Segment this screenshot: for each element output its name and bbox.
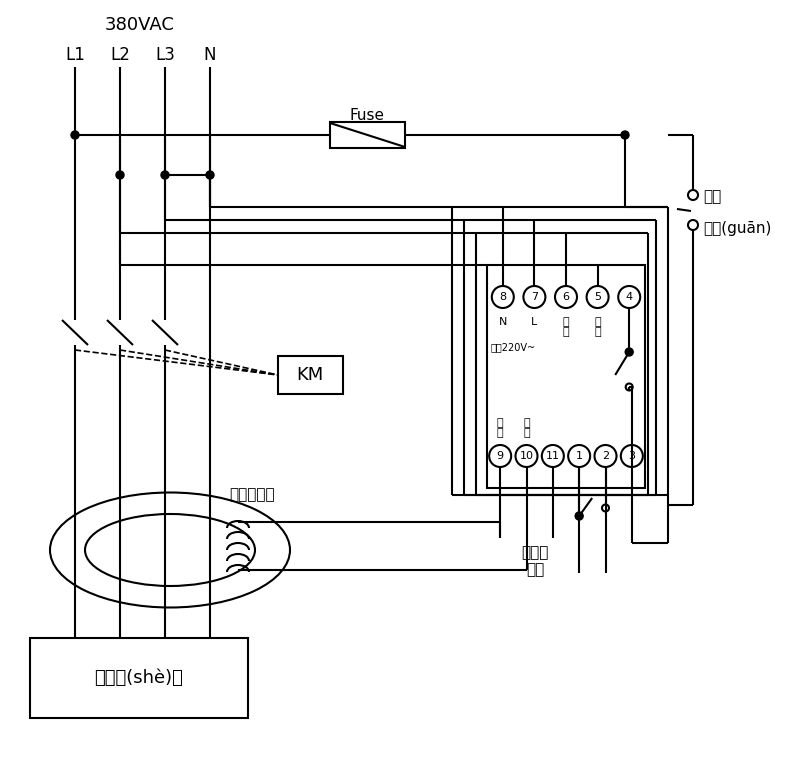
Circle shape — [116, 171, 124, 179]
Bar — [487, 265, 645, 488]
Circle shape — [621, 131, 629, 139]
Text: 8: 8 — [499, 292, 506, 302]
Text: L3: L3 — [155, 46, 175, 64]
Text: 用戶設(shè)備: 用戶設(shè)備 — [94, 669, 183, 687]
Text: KM: KM — [296, 366, 324, 384]
Circle shape — [626, 348, 634, 356]
Text: 試
驗: 試 驗 — [594, 317, 601, 337]
Bar — [278, 356, 343, 394]
Text: N: N — [204, 46, 216, 64]
Text: 10: 10 — [519, 451, 534, 461]
Text: 9: 9 — [497, 451, 504, 461]
Text: 380VAC: 380VAC — [105, 16, 175, 34]
Text: 試
驗: 試 驗 — [562, 317, 570, 337]
Text: Fuse: Fuse — [350, 108, 385, 123]
Text: 接聲光: 接聲光 — [522, 545, 549, 561]
Text: 4: 4 — [626, 292, 633, 302]
Text: 3: 3 — [628, 451, 635, 461]
Bar — [30, 638, 248, 718]
Circle shape — [71, 131, 79, 139]
Circle shape — [206, 171, 214, 179]
Text: 11: 11 — [546, 451, 560, 461]
Circle shape — [575, 512, 583, 520]
Text: 1: 1 — [576, 451, 582, 461]
Text: 報警: 報警 — [526, 562, 544, 577]
Text: 5: 5 — [594, 292, 601, 302]
Text: 開關(guān): 開關(guān) — [703, 220, 771, 236]
Text: N: N — [498, 317, 507, 327]
Text: L1: L1 — [65, 46, 85, 64]
Text: L2: L2 — [110, 46, 130, 64]
Bar — [330, 122, 405, 148]
Text: 電源220V~: 電源220V~ — [491, 342, 536, 352]
Text: 信
號: 信 號 — [497, 418, 503, 438]
Text: 2: 2 — [602, 451, 609, 461]
Text: L: L — [531, 317, 538, 327]
Circle shape — [161, 171, 169, 179]
Text: 7: 7 — [531, 292, 538, 302]
Text: 自鎖: 自鎖 — [703, 190, 722, 205]
Text: 零序互感器: 零序互感器 — [229, 487, 275, 502]
Text: 6: 6 — [562, 292, 570, 302]
Text: 信
號: 信 號 — [523, 418, 530, 438]
